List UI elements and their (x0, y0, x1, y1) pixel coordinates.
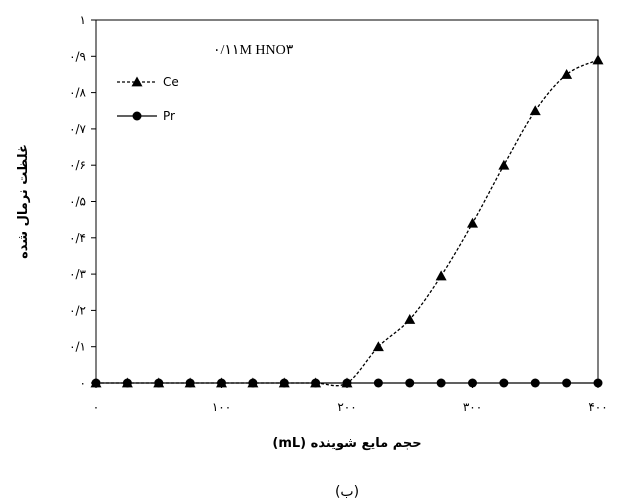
y-tick-label: ۰/۸ (69, 86, 86, 100)
x-tick-label: ۱۰۰ (212, 400, 231, 414)
data-point-ce (404, 313, 416, 324)
data-point-ce (529, 105, 541, 116)
y-tick-label: ۰/۵ (69, 195, 86, 209)
data-point-ce (90, 377, 102, 388)
data-point-ce (216, 377, 227, 388)
data-point-pr (499, 378, 509, 388)
y-tick-label: ۰/۷ (69, 122, 86, 136)
data-point-ce (121, 377, 133, 388)
data-point-ce (561, 68, 573, 79)
y-tick-label: ۰ (80, 376, 86, 390)
data-point-pr (562, 378, 572, 388)
data-point-pr (436, 378, 446, 388)
data-point-pr (468, 378, 477, 388)
x-tick-label: ۲۰۰ (337, 400, 356, 414)
tick-labels: ۰ ۰/۱ ۰/۲ ۰/۳ ۰/۴ ۰/۵ ۰/۶ ۰/۷ ۰/۸ ۰/۹ ۱ ۰ ۱۰۰ ۲۰۰ ۳۰۰ ۴… (69, 13, 608, 414)
legend-title: ۰/۱۱M HNO۳ (213, 43, 294, 58)
y-tick-label: ۰/۲ (69, 303, 86, 317)
data-point-ce (247, 377, 259, 388)
y-tick-label: ۰/۱ (69, 340, 86, 354)
data-point-pr (405, 378, 415, 388)
y-tick-label: ۰/۳ (69, 267, 86, 281)
legend-marker-pr (132, 111, 142, 121)
data-point-ce (592, 54, 604, 65)
x-tick-label: ۳۰۰ (463, 400, 482, 414)
data-point-ce (184, 377, 196, 388)
legend-marker-ce (131, 76, 143, 87)
figure-caption: (ب) (335, 484, 359, 500)
x-axis-title: حجم مایع شوینده (mL) (272, 436, 421, 451)
data-point-pr (593, 378, 603, 388)
data-point-ce (372, 341, 384, 352)
y-tick-label: ۱ (80, 13, 86, 27)
x-tick-label: ۴۰۰ (588, 400, 607, 414)
data-point-pr (373, 378, 383, 388)
data-point-ce (310, 377, 322, 388)
y-tick-label: ۰/۹ (69, 49, 86, 63)
y-tick-label: ۰/۶ (69, 158, 86, 172)
x-tick-label: ۰ (93, 400, 99, 414)
legend: ۰/۱۱M HNO۳ Ce Pr (117, 43, 294, 123)
data-point-ce (498, 159, 510, 170)
data-point-ce (153, 377, 165, 388)
series-layer (90, 54, 604, 388)
y-axis-title: غلظت نرمال شده (16, 144, 31, 259)
data-point-ce (278, 377, 290, 388)
legend-label-pr: Pr (163, 109, 175, 123)
data-point-ce (467, 217, 478, 228)
y-tick-label: ۰/۴ (69, 231, 86, 245)
data-point-pr (530, 378, 540, 388)
data-point-ce (435, 270, 447, 281)
legend-label-ce: Ce (163, 75, 179, 89)
data-point-ce (341, 377, 353, 388)
